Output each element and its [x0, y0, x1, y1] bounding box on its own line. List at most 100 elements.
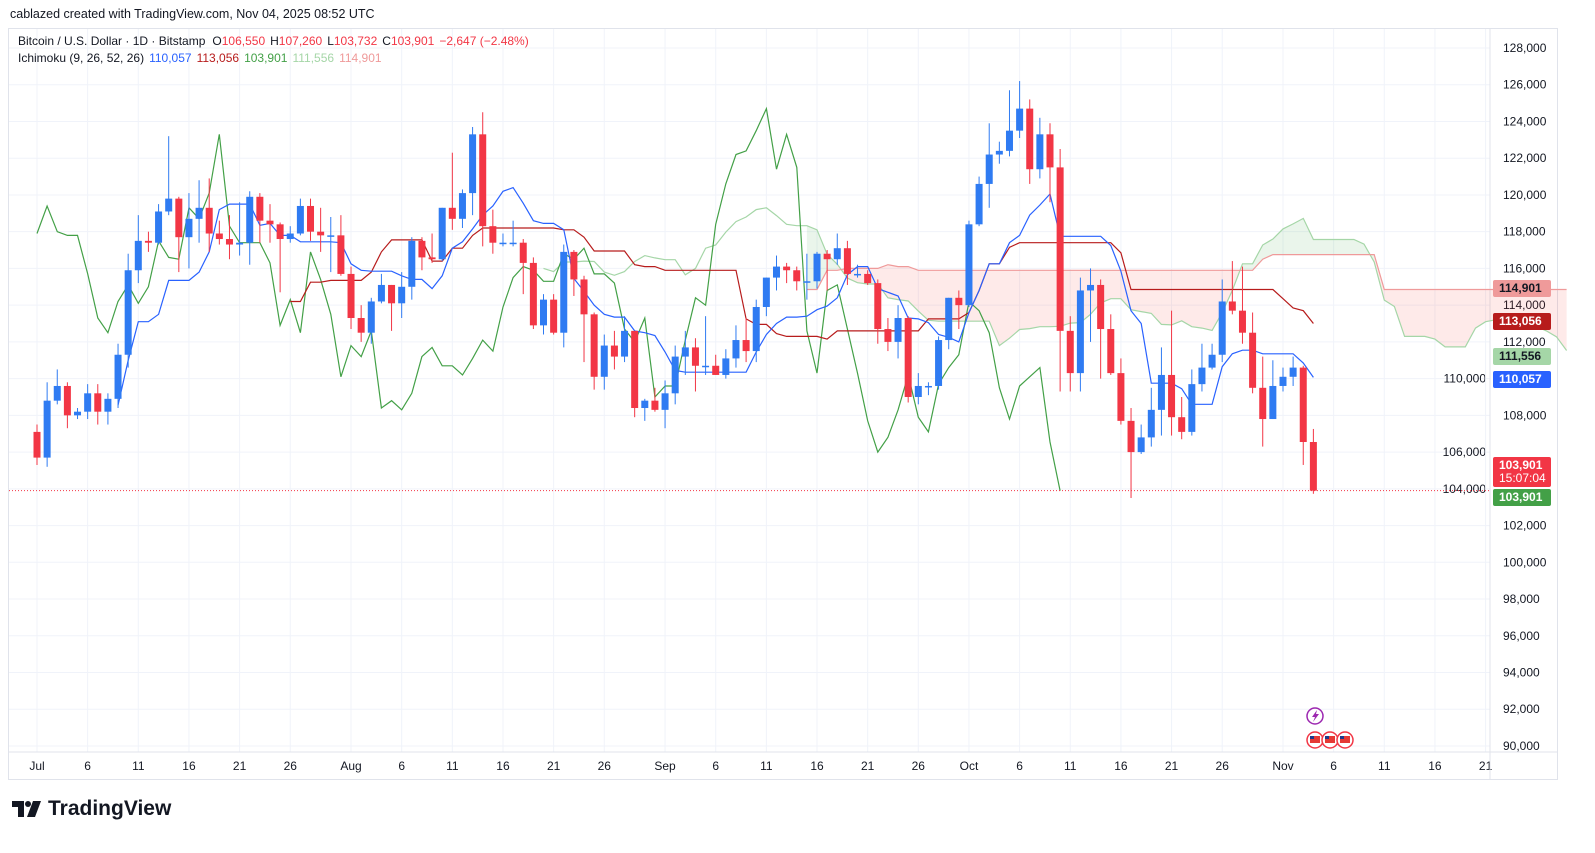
candle-body-up[interactable] — [509, 242, 517, 245]
candle-body-up[interactable] — [124, 270, 132, 355]
candle-body-up[interactable] — [540, 299, 547, 326]
candle-body-down[interactable] — [205, 207, 213, 234]
candle-body-down[interactable] — [428, 257, 436, 260]
candle-body-down[interactable] — [590, 314, 598, 377]
candle-body-down[interactable] — [479, 134, 487, 227]
symbol-legend[interactable]: Bitcoin / U.S. Dollar · 1D · Bitstamp O10… — [18, 34, 534, 48]
candle-body-up[interactable] — [104, 398, 112, 412]
candle-body-down[interactable] — [388, 284, 396, 304]
candle-body-up[interactable] — [702, 365, 710, 368]
candle-body-up[interactable] — [1218, 301, 1226, 355]
candle-body-up[interactable] — [975, 183, 983, 225]
candle-body-up[interactable] — [236, 242, 244, 245]
candle-body-up[interactable] — [772, 266, 780, 278]
candle-body-down[interactable] — [1309, 441, 1317, 491]
candle-body-down[interactable] — [529, 262, 537, 326]
candle-body-up[interactable] — [1005, 130, 1013, 151]
candle-body-up[interactable] — [1269, 385, 1277, 420]
candle-body-down[interactable] — [691, 347, 699, 366]
candle-body-up[interactable] — [296, 205, 304, 234]
candle-body-down[interactable] — [1097, 284, 1105, 330]
candle-body-up[interactable] — [286, 233, 294, 240]
candle-body-up[interactable] — [327, 235, 335, 237]
candle-body-down[interactable] — [215, 233, 223, 240]
candle-body-down[interactable] — [1046, 134, 1054, 168]
candle-body-down[interactable] — [864, 273, 872, 284]
candle-body-up[interactable] — [914, 385, 922, 397]
candle-body-up[interactable] — [377, 284, 385, 302]
candle-body-down[interactable] — [225, 239, 233, 245]
candle-body-down[interactable] — [63, 385, 71, 416]
candle-body-up[interactable] — [641, 400, 649, 409]
candle-body-down[interactable] — [955, 297, 963, 306]
candle-body-up[interactable] — [1087, 284, 1095, 291]
candle-body-up[interactable] — [935, 340, 943, 386]
candle-body-up[interactable] — [84, 393, 92, 412]
candle-body-up[interactable] — [134, 240, 142, 271]
candle-body-up[interactable] — [1289, 367, 1297, 377]
candle-body-up[interactable] — [945, 297, 953, 341]
candle-body-up[interactable] — [367, 301, 375, 333]
candle-body-up[interactable] — [752, 306, 760, 352]
candle-body-down[interactable] — [175, 198, 183, 238]
candle-body-up[interactable] — [246, 196, 254, 243]
candle-body-down[interactable] — [448, 207, 456, 219]
candle-body-up[interactable] — [1188, 384, 1196, 432]
candle-body-down[interactable] — [580, 279, 588, 315]
candle-body-down[interactable] — [1238, 310, 1246, 333]
candle-body-down[interactable] — [1117, 373, 1125, 421]
candle-body-down[interactable] — [1228, 301, 1236, 311]
candle-body-up[interactable] — [661, 393, 669, 410]
candle-body-up[interactable] — [165, 198, 173, 212]
candle-body-up[interactable] — [1157, 374, 1165, 410]
candle-body-up[interactable] — [600, 345, 608, 377]
candle-body-down[interactable] — [357, 318, 365, 333]
candle-body-up[interactable] — [762, 277, 770, 307]
candle-body-up[interactable] — [833, 248, 841, 260]
candle-body-down[interactable] — [550, 299, 558, 333]
candle-body-up[interactable] — [985, 154, 993, 184]
candle-body-down[interactable] — [631, 330, 639, 409]
candle-body-up[interactable] — [114, 354, 122, 399]
candle-body-down[interactable] — [418, 240, 426, 258]
candle-body-up[interactable] — [621, 330, 629, 357]
candle-body-down[interactable] — [1299, 367, 1307, 442]
candle-body-up[interactable] — [469, 134, 477, 194]
candle-body-up[interactable] — [398, 286, 406, 304]
candle-body-up[interactable] — [1208, 354, 1216, 368]
candle-body-down[interactable] — [884, 329, 892, 342]
candle-body-down[interactable] — [712, 365, 720, 375]
candle-body-up[interactable] — [74, 411, 82, 416]
candle-body-down[interactable] — [742, 340, 750, 352]
candle-body-up[interactable] — [1198, 367, 1206, 385]
indicator-legend[interactable]: Ichimoku (9, 26, 52, 26) 110,057 113,056 10… — [18, 51, 387, 65]
candle-body-down[interactable] — [1178, 417, 1186, 432]
candle-body-up[interactable] — [499, 242, 507, 245]
candle-body-up[interactable] — [681, 347, 689, 357]
candle-body-down[interactable] — [904, 318, 912, 397]
candle-body-up[interactable] — [722, 358, 730, 375]
candle-body-up[interactable] — [732, 340, 740, 359]
candle-body-down[interactable] — [1127, 420, 1135, 453]
candle-body-up[interactable] — [1036, 134, 1044, 170]
candle-body-up[interactable] — [53, 385, 61, 401]
candle-body-down[interactable] — [1056, 167, 1064, 331]
candle-body-down[interactable] — [843, 248, 851, 274]
candle-body-down[interactable] — [276, 224, 284, 240]
candle-body-down[interactable] — [823, 253, 831, 260]
candle-body-up[interactable] — [1147, 409, 1155, 438]
candle-body-down[interactable] — [266, 220, 274, 225]
candle-body-down[interactable] — [1066, 330, 1074, 374]
candle-body-up[interactable] — [803, 281, 811, 283]
candle-body-down[interactable] — [610, 345, 618, 357]
candle-body-up[interactable] — [1137, 437, 1145, 453]
candle-body-down[interactable] — [317, 231, 325, 236]
candle-body-down[interactable] — [1107, 329, 1115, 374]
candle-body-up[interactable] — [894, 318, 902, 342]
candle-body-down[interactable] — [793, 270, 801, 282]
candle-body-down[interactable] — [1026, 108, 1034, 170]
candle-body-down[interactable] — [1168, 374, 1176, 418]
candle-body-up[interactable] — [195, 207, 203, 219]
candle-body-up[interactable] — [560, 251, 568, 333]
